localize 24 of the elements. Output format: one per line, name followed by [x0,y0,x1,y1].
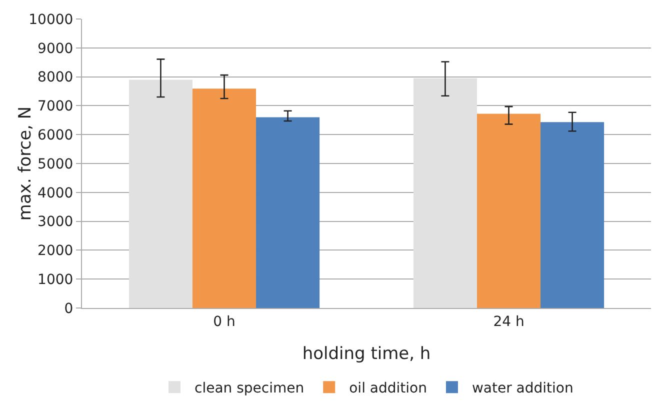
y-tick-label: 6000 [38,128,74,144]
y-tick-label: 4000 [38,185,74,202]
legend-label: water addition [472,380,574,397]
y-tick-label: 7000 [38,98,74,115]
y-tick-label: 0 [64,300,74,317]
y-tick-label: 1000 [38,272,74,288]
x-axis-title: holding time, h [302,344,431,364]
y-tick-label: 8000 [38,70,74,86]
y-axis-title: max. force, N [16,106,36,221]
bar [413,78,477,308]
y-tick-label: 9000 [38,40,74,57]
bar [192,88,256,308]
legend-label: oil addition [349,380,427,397]
y-tick-label: 5000 [38,156,74,172]
x-tick-label: 0 h [213,314,236,330]
y-tick-label: 10000 [28,12,74,28]
bar [476,114,541,308]
legend-label: clean specimen [194,380,304,397]
x-tick-label: 24 h [493,314,524,330]
y-tick-label: 3000 [38,214,74,230]
y-tick-label: 2000 [38,243,74,260]
bar [128,80,192,308]
bar [540,122,604,308]
bar [256,117,320,308]
